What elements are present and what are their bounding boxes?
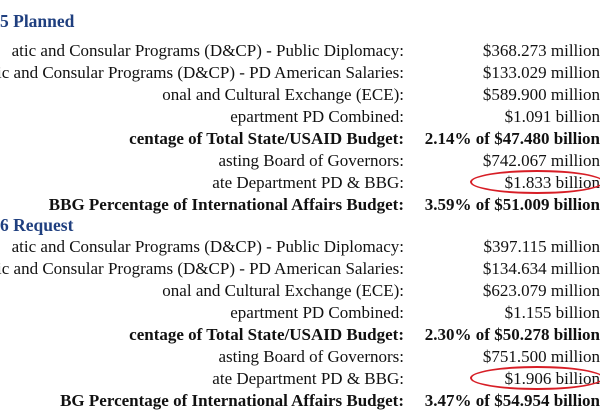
row-label: onal and Cultural Exchange (ECE): (162, 281, 404, 300)
row-value: $133.029 million (482, 63, 600, 82)
budget-row: epartment PD Combined: $1.091 billion (0, 106, 600, 128)
row-label: asting Board of Governors: (218, 347, 404, 366)
budget-row-percentage: centage of Total State/USAID Budget: 2.3… (0, 324, 600, 346)
row-value: $1.155 billion (504, 303, 600, 322)
row-label: atic and Consular Programs (D&CP) - PD A… (0, 63, 404, 82)
budget-row: onal and Cultural Exchange (ECE): $589.9… (0, 84, 600, 106)
row-label: BG Percentage of International Affairs B… (60, 391, 404, 410)
row-value: $751.500 million (482, 347, 600, 366)
budget-row: epartment PD Combined: $1.155 billion (0, 302, 600, 324)
budget-row-percentage: BG Percentage of International Affairs B… (0, 390, 600, 412)
row-label: asting Board of Governors: (218, 151, 404, 170)
row-value: $134.634 million (482, 259, 600, 278)
budget-row-percentage: BBG Percentage of International Affairs … (0, 194, 600, 216)
row-label: onal and Cultural Exchange (ECE): (162, 85, 404, 104)
red-circle-highlight (470, 170, 600, 194)
budget-row: atic and Consular Programs (D&CP) - PD A… (0, 258, 600, 280)
row-label: atic and Consular Programs (D&CP) - PD A… (0, 259, 404, 278)
row-value: 3.47% of $54.954 billion (424, 391, 600, 410)
row-label: epartment PD Combined: (230, 303, 404, 322)
row-label: epartment PD Combined: (230, 107, 404, 126)
row-value: 2.14% of $47.480 billion (424, 129, 600, 148)
budget-row: atic and Consular Programs (D&CP) - Publ… (0, 40, 600, 62)
row-label: atic and Consular Programs (D&CP) - Publ… (11, 237, 404, 256)
budget-row: atic and Consular Programs (D&CP) - PD A… (0, 62, 600, 84)
budget-row: asting Board of Governors: $751.500 mill… (0, 346, 600, 368)
row-value: 2.30% of $50.278 billion (424, 325, 600, 344)
row-label: centage of Total State/USAID Budget: (129, 129, 404, 148)
budget-row-percentage: centage of Total State/USAID Budget: 2.1… (0, 128, 600, 150)
budget-row: atic and Consular Programs (D&CP) - Publ… (0, 236, 600, 258)
row-label: atic and Consular Programs (D&CP) - Publ… (11, 41, 404, 60)
budget-row: asting Board of Governors: $742.067 mill… (0, 150, 600, 172)
row-value: $742.067 million (482, 151, 600, 170)
budget-row-highlighted: ate Department PD & BBG: $1.906 billion (0, 366, 600, 390)
row-label: centage of Total State/USAID Budget: (129, 325, 404, 344)
row-label: ate Department PD & BBG: (212, 173, 404, 192)
row-value: $623.079 million (482, 281, 600, 300)
red-circle-highlight (470, 366, 600, 390)
row-value: $589.900 million (482, 85, 600, 104)
budget-row: onal and Cultural Exchange (ECE): $623.0… (0, 280, 600, 302)
budget-row-highlighted: ate Department PD & BBG: $1.833 billion (0, 170, 600, 194)
row-value: $397.115 million (483, 237, 600, 256)
section-heading: 6 Request (0, 215, 74, 235)
section-heading: 5 Planned (0, 11, 75, 31)
row-value: $368.273 million (482, 41, 600, 60)
row-value: $1.091 billion (504, 107, 600, 126)
row-value: 3.59% of $51.009 billion (424, 195, 600, 214)
row-label: BBG Percentage of International Affairs … (48, 195, 404, 214)
row-label: ate Department PD & BBG: (212, 369, 404, 388)
